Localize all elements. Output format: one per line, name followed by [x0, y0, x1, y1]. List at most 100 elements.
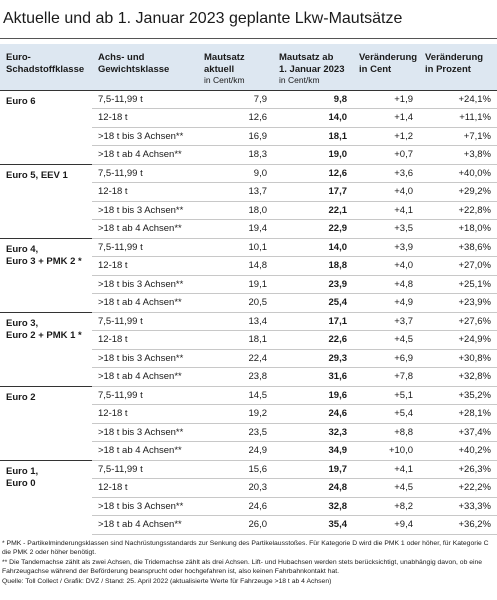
cell: +4,1 — [353, 201, 419, 220]
header-cell: Veränderung in Prozent — [419, 44, 497, 90]
cell: 12-18 t — [92, 404, 198, 424]
header-line: Schadstoffklasse — [6, 63, 85, 75]
cell: 7,5-11,99 t — [92, 459, 198, 479]
header-line: 1. Januar 2023 — [279, 63, 345, 75]
cell: +32,8% — [419, 367, 497, 387]
cell: 24,9 — [198, 441, 273, 461]
cell: 26,0 — [198, 515, 273, 535]
cell: 14,8 — [198, 256, 273, 276]
cell: 12,6 — [198, 108, 273, 128]
cell: +26,3% — [419, 459, 497, 479]
cell: +38,6% — [419, 237, 497, 257]
cell: 22,4 — [198, 349, 273, 368]
table-row: 12-18 t 18,1 22,6 +4,5 +24,9% — [0, 330, 497, 350]
cell: +10,0 — [353, 441, 419, 461]
cell: 29,3 — [273, 349, 353, 368]
cell: 12,6 — [273, 163, 353, 183]
cell: 24,6 — [198, 497, 273, 516]
cell: +3,8% — [419, 145, 497, 165]
group-label-line: Euro 0 — [6, 477, 36, 489]
footnote: * PMK - Partikelminderungsklassen sind N… — [2, 539, 489, 557]
cell: 23,8 — [198, 367, 273, 387]
footnote: Quelle: Toll Collect / Grafik: DVZ / Sta… — [2, 577, 332, 585]
cell: +22,2% — [419, 478, 497, 498]
cell: 24,8 — [273, 478, 353, 498]
cell: +7,8 — [353, 367, 419, 387]
footnotes: * PMK - Partikelminderungsklassen sind N… — [0, 539, 497, 587]
cell: 14,0 — [273, 237, 353, 257]
group-label: Euro 1, Euro 0 — [0, 459, 92, 534]
cell: 13,7 — [198, 182, 273, 202]
toll-table: Euro- Schadstoffklasse Achs- und Gewichtskl… — [0, 44, 497, 535]
cell: >18 t ab 4 Achsen** — [92, 515, 198, 535]
table-row: Euro 4, Euro 3 + PMK 2 * 7,5-11,99 t 10,1 14… — [0, 237, 497, 312]
cell: +4,1 — [353, 459, 419, 479]
cell: 20,3 — [198, 478, 273, 498]
cell: +24,1% — [419, 89, 497, 109]
group-label-line: Euro 3, — [6, 317, 39, 329]
cell: 14,5 — [198, 385, 273, 405]
cell: 19,4 — [198, 219, 273, 239]
cell: >18 t ab 4 Achsen** — [92, 219, 198, 239]
cell: +25,1% — [419, 275, 497, 294]
table-row: >18 t ab 4 Achsen** 18,3 19,0 +0,7 +3,8% — [0, 145, 497, 165]
footnote: ** Die Tandemachse zählt als zwei Achsen… — [2, 558, 483, 576]
cell: 7,5-11,99 t — [92, 311, 198, 331]
cell: 17,1 — [273, 311, 353, 331]
cell: 14,0 — [273, 108, 353, 128]
table-row: >18 t bis 3 Achsen** 23,5 32,3 +8,8 +37,4% — [0, 423, 497, 442]
cell: 12-18 t — [92, 478, 198, 498]
cell: 12-18 t — [92, 108, 198, 128]
group-label: Euro 3, Euro 2 + PMK 1 * — [0, 311, 92, 386]
header-cell: Euro- Schadstoffklasse — [0, 44, 92, 90]
group-label: Euro 6 — [0, 89, 92, 164]
table-row: Euro 1, Euro 0 7,5-11,99 t 15,6 19,7 +4,1 +26,… — [0, 459, 497, 534]
title: Aktuelle und ab 1. Januar 2023 geplante … — [0, 0, 497, 39]
cell: >18 t ab 4 Achsen** — [92, 441, 198, 461]
cell: 22,1 — [273, 201, 353, 220]
cell: +5,4 — [353, 404, 419, 424]
header-line: Mautsatz — [204, 52, 245, 63]
cell: +0,7 — [353, 145, 419, 165]
header-line: Gewichtsklasse — [98, 63, 170, 75]
cell: +7,1% — [419, 127, 497, 146]
table-row: 12-18 t 12,6 14,0 +1,4 +11,1% — [0, 108, 497, 128]
header-line: Mautsatz ab — [279, 52, 334, 63]
cell: 12-18 t — [92, 256, 198, 276]
cell: 32,3 — [273, 423, 353, 442]
cell: 9,0 — [198, 163, 273, 183]
cell: +3,9 — [353, 237, 419, 257]
table-row: >18 t bis 3 Achsen** 18,0 22,1 +4,1 +22,8% — [0, 201, 497, 220]
cell: +29,2% — [419, 182, 497, 202]
cell: 12-18 t — [92, 330, 198, 350]
table-row: Euro 2 7,5-11,99 t 14,5 19,6 +5,1 +35,2% — [0, 385, 497, 460]
group-label: Euro 5, EEV 1 — [0, 163, 92, 238]
group-label-line: Euro 1, — [6, 465, 39, 477]
table-row: 12-18 t 19,2 24,6 +5,4 +28,1% — [0, 404, 497, 424]
cell: +36,2% — [419, 515, 497, 535]
cell: >18 t bis 3 Achsen** — [92, 201, 198, 220]
cell: +3,7 — [353, 311, 419, 331]
cell: 24,6 — [273, 404, 353, 424]
cell: +1,9 — [353, 89, 419, 109]
cell: 35,4 — [273, 515, 353, 535]
cell: 22,9 — [273, 219, 353, 239]
cell: 18,1 — [273, 127, 353, 146]
cell: +8,2 — [353, 497, 419, 516]
cell: +27,0% — [419, 256, 497, 276]
header-line: Veränderung — [425, 52, 484, 63]
cell: +18,0% — [419, 219, 497, 239]
header-cell: Veränderung in Cent — [353, 44, 419, 90]
cell: >18 t bis 3 Achsen** — [92, 275, 198, 294]
cell: +6,9 — [353, 349, 419, 368]
group-label-line: Euro 2 — [6, 391, 36, 403]
table-row: 12-18 t 14,8 18,8 +4,0 +27,0% — [0, 256, 497, 276]
group-label-line: Euro 6 — [6, 95, 36, 107]
cell: >18 t ab 4 Achsen** — [92, 293, 198, 313]
cell: 9,8 — [273, 89, 353, 109]
group-label-line: Euro 4, — [6, 243, 39, 255]
cell: 18,8 — [273, 256, 353, 276]
group-label-line: Euro 2 + PMK 1 * — [6, 329, 82, 341]
header-cell: Achs- und Gewichtsklasse — [92, 44, 198, 90]
